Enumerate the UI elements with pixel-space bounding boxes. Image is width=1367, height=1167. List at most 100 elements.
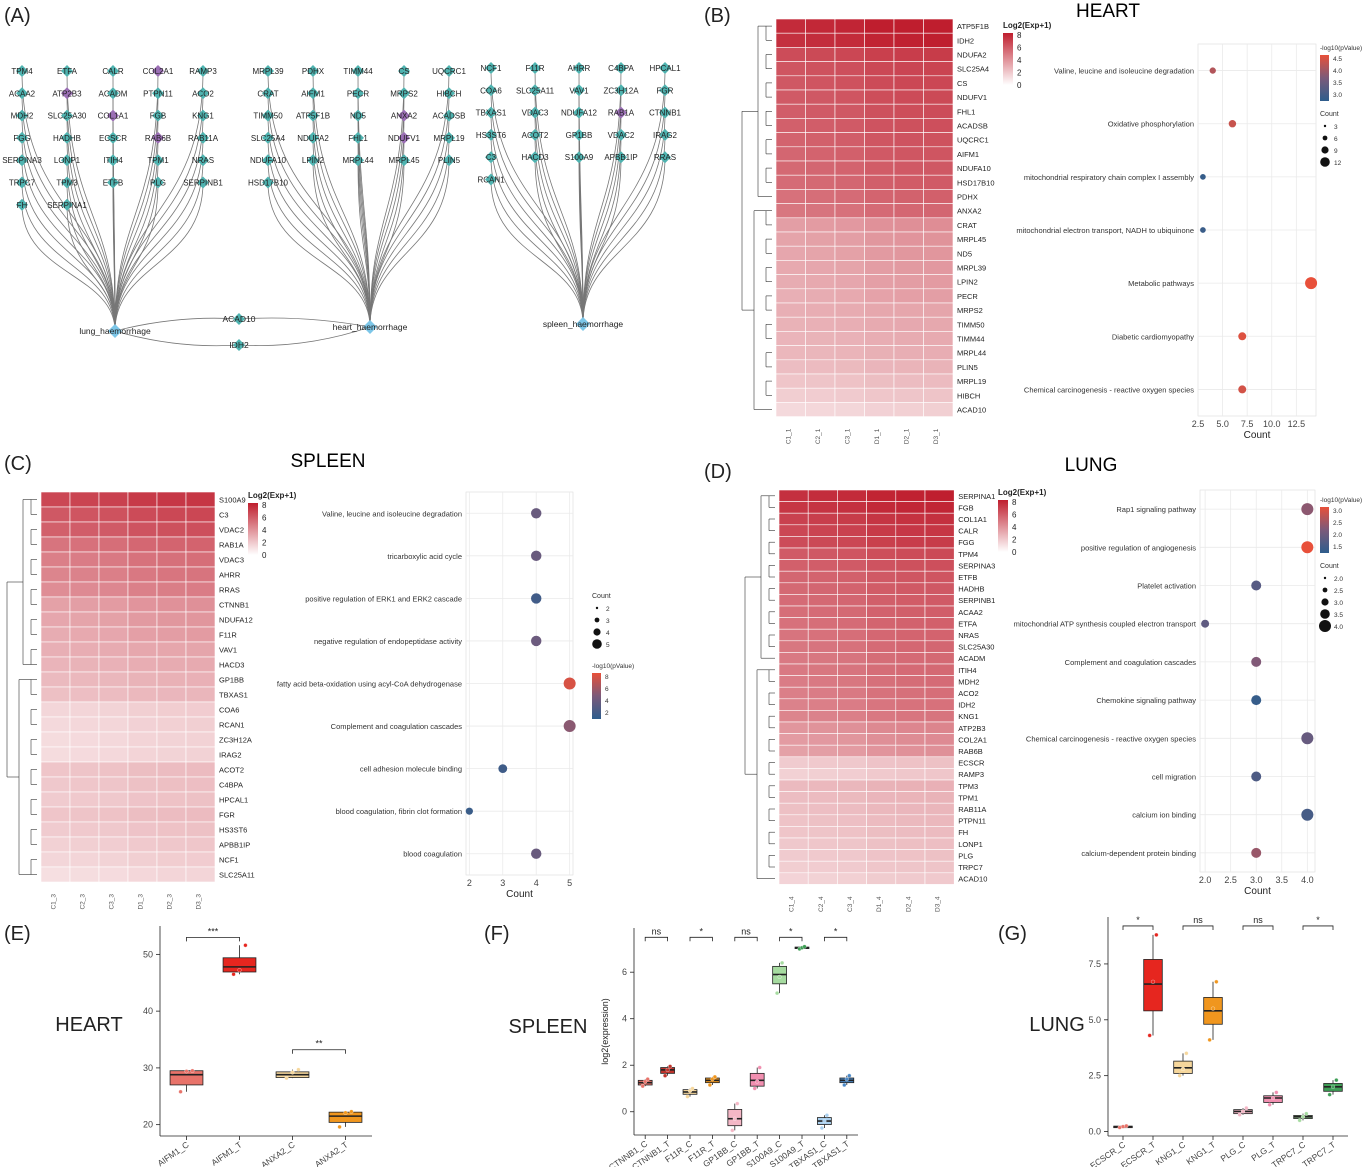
box-point — [1120, 1124, 1126, 1129]
heatmap-cell — [866, 710, 897, 723]
heatmap-cell — [895, 802, 926, 816]
heatmap-cell — [807, 733, 838, 746]
gene-label: NRAS — [192, 156, 214, 165]
dotplot-x-tick: 7.5 — [1241, 419, 1254, 429]
heatmap-cell — [924, 524, 955, 537]
box-point — [645, 1077, 650, 1082]
network-edge — [534, 157, 584, 325]
heatmap-cell — [924, 756, 955, 769]
gene-label: TPM1 — [147, 156, 169, 165]
heatmap-cell — [837, 594, 867, 607]
box-y-tick-label: 20 — [143, 1120, 153, 1130]
significance-label: ns — [741, 926, 751, 936]
network-edge — [534, 112, 584, 325]
heatmap-cell — [807, 663, 838, 676]
heatmap-cell — [127, 806, 158, 823]
heatmap-cell — [895, 524, 926, 537]
heatmap-cell — [805, 89, 836, 105]
heatmap-row-label: ETFA — [958, 619, 977, 628]
heatmap-row-label: NDUFA10 — [957, 164, 991, 173]
heatmap-cell — [805, 217, 836, 233]
heatmap-row-label: MRPL44 — [957, 349, 986, 358]
heatmap-cell — [864, 174, 895, 190]
heatmap-col-label: D1_4 — [876, 896, 883, 912]
heatmap-cell — [69, 821, 100, 838]
heatmap-row-label: ACADM — [958, 654, 985, 663]
heatmap-cell — [895, 872, 926, 885]
heatmap-cell — [805, 260, 836, 275]
heatmap-col-label: D2_1 — [904, 428, 911, 444]
gene-node — [398, 109, 410, 122]
gene-node — [152, 65, 164, 77]
dotplot-point — [1301, 541, 1314, 554]
heatmap-cell — [98, 626, 129, 643]
heatmap-cell — [127, 761, 158, 778]
heatmap-cell — [805, 103, 836, 119]
heatmap-cell — [924, 536, 955, 549]
heatmap-cell — [837, 733, 867, 746]
heatmap-cell — [156, 731, 187, 748]
dotplot-size-legend-dot — [593, 628, 601, 636]
heatmap-cell — [864, 359, 895, 375]
network-edge — [21, 182, 116, 332]
heatmap-cell — [866, 686, 897, 700]
gene-node — [398, 87, 410, 100]
gene-label: CRAT — [257, 89, 278, 98]
heatmap-cell — [185, 761, 216, 778]
heatmap-cell — [807, 698, 838, 711]
gene-label: MRPL44 — [342, 156, 374, 165]
dotplot-term-label: Complement and coagulation cascades — [1065, 658, 1197, 667]
heatmap-cell — [895, 698, 926, 711]
heatmap-cell — [895, 617, 926, 630]
heatmap-cell — [923, 402, 954, 417]
network-edge — [582, 112, 666, 325]
gene-label: KNG1 — [192, 112, 214, 121]
box-point — [730, 1128, 735, 1133]
dotplot-point — [1238, 385, 1247, 394]
heatmap-cell — [807, 512, 838, 526]
heatmap-cell — [98, 731, 129, 748]
heatmap-cell — [807, 860, 838, 874]
heatmap-cell — [775, 61, 806, 77]
heatmap-cell — [156, 836, 187, 853]
dotplot-x-tick: 2.5 — [1224, 875, 1237, 885]
network-edge — [578, 157, 584, 325]
heatmap-legend-bar — [1003, 33, 1013, 85]
shared-node — [233, 313, 245, 325]
heatmap-dendrogram — [744, 495, 775, 879]
gene-node — [573, 84, 585, 97]
box-point — [1240, 1109, 1246, 1114]
heatmap-col-label: D3_1 — [933, 428, 940, 444]
gene-label: C4BPA — [608, 64, 634, 73]
dotplot-size-legend-dot — [595, 606, 599, 610]
heatmap-cell — [895, 710, 926, 723]
heatmap-col-label: D3_3 — [196, 894, 203, 910]
heatmap-cell — [778, 849, 809, 862]
heatmap-cell — [805, 316, 836, 332]
heatmap-cell — [924, 710, 955, 723]
heatmap-cell — [895, 652, 926, 665]
gene-label: RAMP3 — [189, 67, 217, 76]
network-edge — [490, 90, 584, 325]
heatmap-col-label: D1_1 — [874, 428, 881, 444]
gene-node — [352, 154, 364, 167]
heatmap-cell — [40, 566, 71, 583]
heatmap-row-label: RAB1A — [219, 541, 244, 550]
heatmap-cell — [778, 744, 809, 758]
heatmap-cell — [923, 146, 954, 162]
heatmap-cell — [127, 521, 158, 538]
heatmap-cell — [893, 359, 924, 375]
box-point — [668, 1064, 673, 1069]
heatmap-cell — [864, 331, 895, 346]
network-edge — [369, 115, 405, 328]
heatmap-row-label: ACAD10 — [957, 406, 986, 415]
dotplot-x-tick: 4.0 — [1301, 875, 1314, 885]
heatmap-cell — [156, 806, 187, 823]
box-point — [1117, 1125, 1122, 1130]
heatmap-cell — [807, 721, 838, 734]
heatmap-cell — [98, 851, 129, 868]
dotplot-x-label: Count — [1244, 886, 1271, 897]
heatmap-cell — [837, 768, 867, 781]
heatmap-cell — [775, 217, 806, 233]
box-point — [1150, 979, 1156, 984]
